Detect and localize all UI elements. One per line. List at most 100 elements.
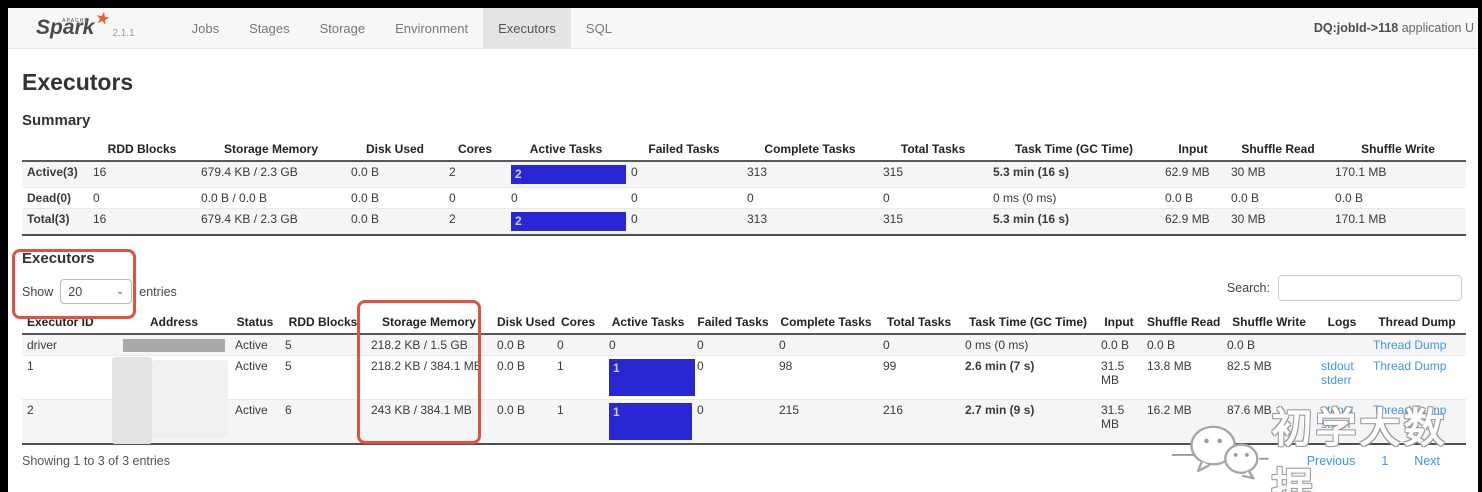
col-cores[interactable]: Cores [552, 311, 604, 335]
col-thread-dump[interactable]: Thread Dump [1368, 311, 1466, 335]
thread-dump-link[interactable]: Thread Dump [1373, 338, 1447, 352]
summary-row-dead: Dead(0) 0 0.0 B / 0.0 B 0.0 B 0 0 0 0 0 … [22, 187, 1466, 209]
application-id-bold: DQ:jobId->118 [1313, 21, 1399, 35]
spark-ui-page: APACHE Spark ★ 2.1.1 Jobs Stages Storage… [8, 8, 1478, 492]
thread-dump-cell: Thread Dump [1368, 399, 1466, 445]
summary-col-shuffle-read: Shuffle Read [1226, 138, 1330, 162]
col-task-time[interactable]: Task Time (GC Time) [960, 311, 1096, 335]
col-rdd-blocks[interactable]: RDD Blocks [280, 311, 366, 335]
thread-dump-cell: Thread Dump [1368, 334, 1466, 356]
cell: 0.0 B [1160, 187, 1226, 209]
thread-dump-link[interactable]: Thread Dump [1373, 403, 1447, 417]
tab-jobs[interactable]: Jobs [191, 20, 220, 36]
executor-id-cell: 2 [22, 399, 118, 445]
tab-stages[interactable]: Stages [249, 20, 290, 36]
col-status[interactable]: Status [230, 311, 280, 335]
status-cell: Active [230, 334, 280, 356]
summary-col-rdd-blocks: RDD Blocks [88, 138, 196, 162]
cell: 313 [742, 208, 878, 236]
executor-id-cell: 1 [22, 355, 118, 400]
tab-sql[interactable]: SQL [585, 20, 612, 36]
col-storage-memory[interactable]: Storage Memory [366, 311, 492, 335]
tab-storage[interactable]: Storage [319, 20, 366, 36]
cell: 0 [692, 334, 774, 356]
cell: 0.0 B [492, 399, 552, 445]
executor-id-cell: driver [22, 334, 118, 356]
summary-col-label [22, 138, 88, 162]
showing-entries-text: Showing 1 to 3 of 3 entries [22, 454, 171, 468]
cell: 0 [88, 187, 196, 209]
application-id-rest: application U [1398, 21, 1474, 35]
col-address[interactable]: Address [118, 311, 230, 335]
table-footer: Showing 1 to 3 of 3 entries Previous 1 N… [22, 454, 1464, 478]
cell: 216 [878, 399, 960, 445]
col-total-tasks[interactable]: Total Tasks [878, 311, 960, 335]
cell: 0 [444, 187, 506, 209]
thread-dump-link[interactable]: Thread Dump [1373, 359, 1447, 373]
col-disk-used[interactable]: Disk Used [492, 311, 555, 335]
summary-header-row: RDD Blocks Storage Memory Disk Used Core… [22, 138, 1466, 162]
page-number-button[interactable]: 1 [1381, 454, 1389, 468]
col-active-tasks[interactable]: Active Tasks [604, 311, 692, 335]
cell: 0 [626, 161, 742, 188]
cell: 0 ms (0 ms) [960, 334, 1096, 356]
cell: 1 [552, 355, 604, 400]
col-complete-tasks[interactable]: Complete Tasks [774, 311, 878, 335]
cell: 0 [692, 399, 774, 445]
cell: 315 [878, 161, 988, 188]
cell: 0 ms (0 ms) [988, 187, 1160, 209]
spark-version: 2.1.1 [112, 27, 135, 39]
cell: 6 [280, 399, 366, 445]
summary-row-active: Active(3) 16 679.4 KB / 2.3 GB 0.0 B 2 2… [22, 161, 1466, 188]
col-input[interactable]: Input [1096, 311, 1142, 335]
previous-page-button[interactable]: Previous [1306, 454, 1356, 468]
cell: 0.0 B [1330, 187, 1466, 209]
storage-memory-cell: 243 KB / 384.1 MB [366, 399, 492, 445]
active-tasks-bar: 1 [609, 403, 695, 440]
tab-executors[interactable]: Executors [483, 8, 571, 48]
active-tasks-bar: 1 [609, 359, 695, 396]
stderr-link[interactable]: stderr [1321, 373, 1352, 387]
cell: 679.4 KB / 2.3 GB [196, 161, 346, 188]
stdout-link[interactable]: stdout [1321, 403, 1354, 417]
cell: 0.0 B [1226, 187, 1330, 209]
tab-environment[interactable]: Environment [395, 20, 469, 36]
address-cell [118, 399, 230, 445]
cell: 215 [774, 399, 878, 445]
executors-heading: Executors [22, 250, 95, 267]
cell: 5 [280, 355, 366, 400]
entries-label: entries [139, 284, 177, 299]
cell: 0 [626, 208, 742, 236]
stdout-link[interactable]: stdout [1321, 359, 1354, 373]
stderr-link[interactable]: stderr [1321, 417, 1352, 431]
col-shuffle-write[interactable]: Shuffle Write [1222, 311, 1316, 335]
summary-col-failed-tasks: Failed Tasks [626, 138, 742, 162]
application-id: DQ:jobId->118 application U [1314, 8, 1474, 48]
spark-logo[interactable]: APACHE Spark ★ 2.1.1 [36, 8, 135, 48]
cell: 2 [444, 161, 506, 188]
cell: 0 [626, 187, 742, 209]
logs-cell: stdout stderr [1316, 399, 1368, 445]
logs-cell: stdout stderr [1316, 355, 1368, 400]
summary-col-complete-tasks: Complete Tasks [742, 138, 878, 162]
active-tasks-bar: 2 [511, 212, 629, 231]
storage-memory-cell: 218.2 KB / 1.5 GB [366, 334, 492, 356]
next-page-button[interactable]: Next [1414, 454, 1440, 468]
summary-col-disk-used: Disk Used [346, 138, 444, 162]
search-input[interactable] [1278, 275, 1462, 301]
summary-col-storage-memory: Storage Memory [196, 138, 346, 162]
top-navbar: APACHE Spark ★ 2.1.1 Jobs Stages Storage… [8, 8, 1478, 49]
cell: 0.0 B [492, 355, 552, 400]
cell: 0 [692, 355, 774, 400]
cell: 170.1 MB [1330, 208, 1466, 236]
col-shuffle-read[interactable]: Shuffle Read [1142, 311, 1222, 335]
page-size-select[interactable]: 20 ⌄ [60, 279, 133, 304]
cell: 0.0 B [1142, 334, 1222, 356]
col-executor-id[interactable]: Executor ID [22, 311, 118, 335]
summary-col-task-time: Task Time (GC Time) [988, 138, 1160, 162]
status-cell: Active [230, 399, 280, 445]
address-cell [118, 355, 230, 400]
chevron-down-icon: ⌄ [115, 286, 125, 297]
col-failed-tasks[interactable]: Failed Tasks [692, 311, 774, 335]
col-logs[interactable]: Logs [1316, 311, 1368, 335]
